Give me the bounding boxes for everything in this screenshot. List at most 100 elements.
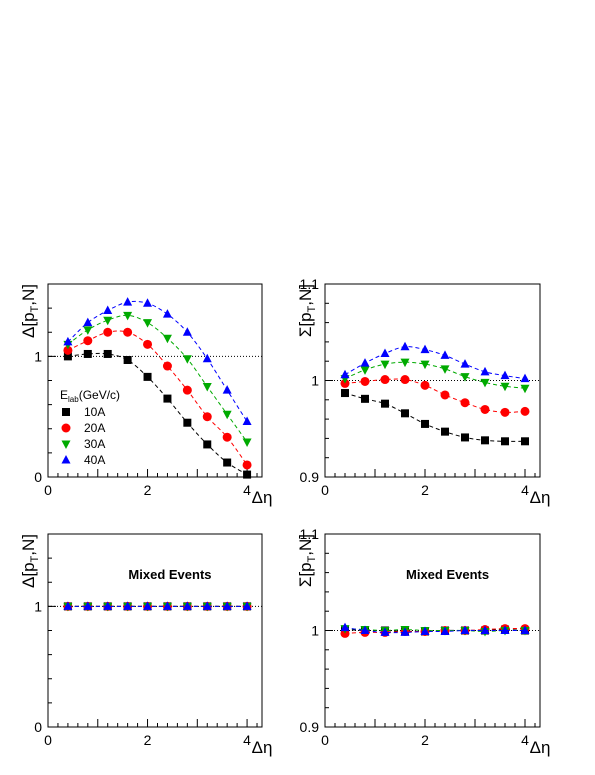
x-tick-label: 0 bbox=[321, 732, 329, 748]
annotation-mixed-events: Mixed Events bbox=[406, 567, 489, 582]
data-point-10A bbox=[521, 437, 529, 446]
data-point-40A bbox=[103, 305, 113, 315]
data-point-20A bbox=[162, 361, 172, 371]
data-point-10A bbox=[481, 436, 489, 445]
data-point-40A bbox=[123, 601, 133, 610]
plot-frame bbox=[47, 283, 263, 478]
series-line-30A bbox=[344, 628, 526, 632]
data-point-10A bbox=[163, 394, 172, 403]
y-tick-label: 0 bbox=[34, 719, 42, 735]
y-tick-label: 0 bbox=[34, 469, 42, 485]
legend-marker-30A bbox=[61, 440, 71, 449]
data-point-10A bbox=[83, 349, 92, 358]
data-point-10A bbox=[381, 399, 389, 408]
data-point-40A bbox=[500, 625, 510, 634]
data-point-40A bbox=[480, 366, 490, 376]
data-point-20A bbox=[222, 432, 232, 442]
data-point-40A bbox=[520, 373, 530, 383]
data-point-40A bbox=[63, 601, 73, 610]
data-point-20A bbox=[63, 345, 73, 355]
data-point-20A bbox=[123, 327, 133, 337]
data-point-30A bbox=[380, 360, 390, 370]
series-line-30A bbox=[344, 361, 526, 389]
y-tick-label: 1 bbox=[34, 598, 42, 614]
data-point-40A bbox=[83, 601, 93, 610]
chart-panel-top-left: 0 2 4 0 1 Δη Δ[pT,N] Elab(GeV/c)10A 20A 30A 40A bbox=[19, 283, 273, 507]
x-tick-label: 2 bbox=[144, 482, 152, 498]
annotation-mixed-events: Mixed Events bbox=[128, 567, 211, 582]
data-point-40A bbox=[340, 369, 350, 379]
x-tick-label: 0 bbox=[321, 482, 329, 498]
data-point-30A bbox=[162, 334, 172, 344]
data-point-10A bbox=[341, 389, 349, 398]
series-line-40A bbox=[344, 627, 525, 634]
data-point-20A bbox=[242, 460, 252, 470]
data-point-20A bbox=[83, 336, 93, 346]
data-point-30A bbox=[83, 326, 93, 335]
x-tick-label: 0 bbox=[44, 732, 52, 748]
data-point-40A bbox=[143, 601, 153, 610]
data-point-40A bbox=[182, 327, 192, 336]
data-point-30A bbox=[480, 378, 490, 388]
y-axis-title: Σ[pT,N] bbox=[296, 534, 318, 587]
x-tick-label: 2 bbox=[421, 732, 429, 748]
data-point-40A bbox=[360, 625, 370, 634]
x-tick-label: 0 bbox=[44, 482, 52, 498]
plot-frame bbox=[324, 283, 541, 478]
data-point-20A bbox=[520, 406, 530, 416]
data-point-10A bbox=[441, 427, 449, 436]
series-line-40A bbox=[344, 346, 526, 380]
data-point-40A bbox=[162, 309, 172, 318]
data-point-30A bbox=[182, 355, 192, 364]
legend-label: 20A bbox=[84, 421, 105, 435]
data-point-40A bbox=[83, 317, 93, 327]
legend-label: 30A bbox=[84, 437, 105, 451]
data-point-20A bbox=[460, 398, 470, 408]
y-tick-label: 0.9 bbox=[300, 469, 320, 485]
data-point-40A bbox=[63, 336, 73, 346]
data-point-40A bbox=[440, 626, 450, 635]
data-point-30A bbox=[123, 311, 133, 321]
data-point-40A bbox=[143, 298, 153, 307]
y-axis-title: Σ[pT,N] bbox=[296, 284, 318, 337]
x-axis-title: Δη bbox=[530, 738, 551, 757]
data-point-20A bbox=[480, 404, 490, 414]
data-point-20A bbox=[500, 407, 510, 417]
y-tick-label: 1.1 bbox=[300, 276, 320, 292]
y-axis-title: Δ[pT,N] bbox=[19, 534, 41, 588]
data-point-30A bbox=[520, 384, 530, 394]
legend-label: 10A bbox=[84, 405, 105, 419]
series-line-10A bbox=[344, 392, 526, 442]
x-tick-label: 4 bbox=[243, 732, 251, 748]
data-point-20A bbox=[103, 327, 113, 337]
legend-marker-20A bbox=[61, 423, 71, 433]
data-point-20A bbox=[360, 376, 370, 386]
data-point-30A bbox=[460, 373, 470, 382]
data-point-30A bbox=[202, 383, 212, 392]
series-line-30A bbox=[67, 314, 248, 443]
data-point-10A bbox=[461, 433, 469, 442]
data-point-40A bbox=[222, 601, 232, 610]
data-point-10A bbox=[361, 394, 369, 403]
series-line-20A bbox=[344, 627, 526, 634]
data-point-20A bbox=[420, 380, 430, 390]
data-point-10A bbox=[143, 372, 152, 381]
y-tick-label: 1 bbox=[311, 373, 319, 389]
data-point-40A bbox=[123, 297, 133, 306]
data-point-30A bbox=[500, 382, 510, 392]
data-point-40A bbox=[360, 358, 370, 367]
data-point-40A bbox=[340, 622, 350, 632]
data-point-20A bbox=[182, 385, 192, 395]
chart-panel-bottom-left: 0 2 4 0 1 Δη Δ[pT,N] Mixed Events bbox=[19, 533, 272, 757]
y-axis-title: Δ[pT,N] bbox=[19, 284, 41, 338]
y-tick-label: 0.9 bbox=[300, 719, 320, 735]
x-tick-label: 4 bbox=[521, 732, 529, 748]
data-point-20A bbox=[143, 339, 153, 349]
y-tick-label: 1 bbox=[34, 348, 42, 364]
chart-panel-top-right: 0 2 4 0.9 1 1.1 Δη Σ[pT,N] bbox=[296, 276, 550, 507]
data-point-40A bbox=[520, 625, 530, 634]
x-axis-title: Δη bbox=[252, 488, 273, 507]
series-line-10A bbox=[344, 629, 526, 633]
data-point-30A bbox=[222, 410, 232, 420]
